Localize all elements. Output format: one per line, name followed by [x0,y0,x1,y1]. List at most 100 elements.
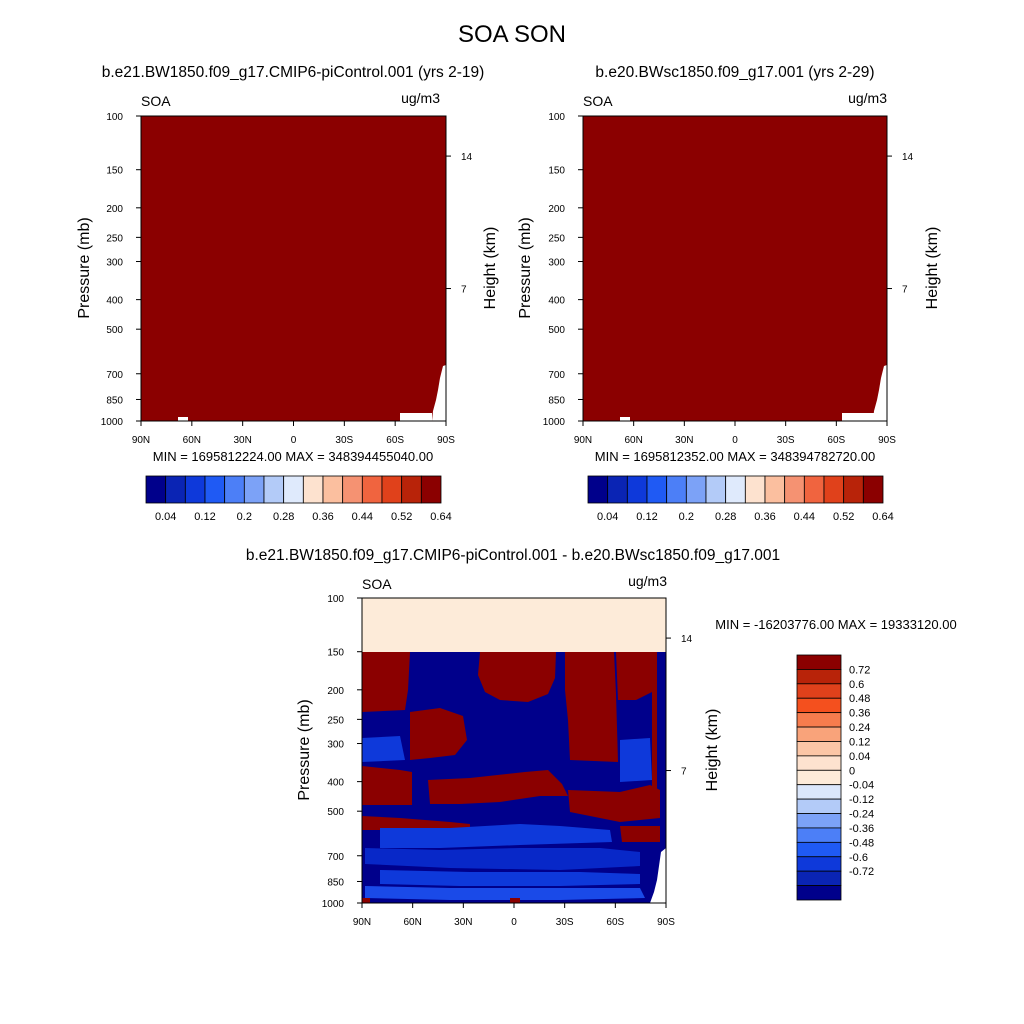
panel-2-y-axis: 100 150 200 250 300 400 500 700 850 1000 [543,112,583,428]
panel-1-stats: MIN = 1695812224.00 MAX = 348394455040.0… [153,449,433,464]
colorbar-swatch [796,697,842,714]
diff-negative-band-mid-s [620,738,652,782]
panel-3-x-axis: 90N 60N 30N 0 30S 60S 90S [353,903,675,928]
diff-positive-region-70s [616,652,652,700]
panel-1-missing-shelf [400,413,432,421]
colorbar-label: 0.04 [849,751,870,763]
y-tick-label: 850 [106,395,123,406]
x-tick-label: 30S [556,917,574,928]
diff-positive-region-80s-column [652,652,657,800]
colorbar-label: -0.48 [849,837,874,849]
x-tick-label: 90N [132,435,150,446]
panel-2-plot-area [582,115,888,422]
panel-2-ylabel-right: Height (km) [924,227,941,310]
x-tick-label: 30N [454,917,472,928]
panel-3-ylabel-right: Height (km) [704,709,721,792]
colorbar-label: 0.04 [597,511,618,523]
colorbar-swatch [401,475,422,504]
colorbar-swatch [796,870,842,886]
y-tick-label: 200 [327,686,344,697]
diff-negative-band-1 [380,824,612,848]
x-tick-label: 60S [386,435,404,446]
x-tick-label: 60N [403,917,421,928]
colorbar-swatch [283,475,304,504]
y-tick-label: 300 [106,258,123,269]
y-tick-label: 150 [327,648,344,659]
colorbar-swatch [322,475,344,504]
diff-negative-band-mid-n [362,736,405,762]
colorbar-label: 0.28 [715,511,736,523]
right-tick-label: 14 [461,152,473,163]
x-tick-label: 30S [335,435,353,446]
y-tick-label: 250 [327,715,344,726]
colorbar-swatch [725,475,746,504]
diff-missing-surface [650,848,666,903]
colorbar-swatch [823,475,845,504]
panel-2-units: ug/m3 [848,90,887,106]
x-tick-label: 60N [624,435,642,446]
panel-2-field [583,116,887,421]
panel-1-variable: SOA [141,93,171,109]
panel-3-colorbar: 0.72 0.6 0.48 0.36 0.24 0.12 0.04 0 -0.04 -0.12 -0… [796,654,874,901]
colorbar-swatch [381,475,403,504]
colorbar-swatch [263,475,285,504]
colorbar-swatch [843,475,864,504]
panel-2-title: b.e20.BWsc1850.f09_g17.001 (yrs 2-29) [595,64,874,81]
x-tick-label: 60S [606,917,624,928]
panel-2-variable: SOA [583,93,613,109]
colorbar-swatch [796,683,842,699]
colorbar-label: 0.64 [872,511,893,523]
colorbar-swatch [862,475,884,504]
right-tick-label: 7 [461,285,467,296]
y-tick-label: 150 [548,166,565,177]
colorbar-swatch [361,475,383,504]
y-tick-label: 250 [548,233,565,244]
y-tick-label: 400 [106,296,123,307]
x-tick-label: 90S [437,435,455,446]
colorbar-swatch [666,475,687,504]
panel-2-right-axis: 14 7 [887,152,914,296]
right-tick-label: 14 [681,634,693,645]
panel-1-ylabel-right: Height (km) [482,227,499,310]
diff-negative-band-4 [365,886,645,900]
figure-title: SOA SON [458,21,566,48]
y-tick-label: 300 [327,740,344,751]
colorbar-label: -0.24 [849,809,874,821]
y-tick-label: 850 [327,877,344,888]
panel-1-right-axis: 14 7 [446,152,473,296]
colorbar-label: 0.12 [849,736,870,748]
panel-1-ylabel: Pressure (mb) [76,217,93,318]
y-tick-label: 500 [106,325,123,336]
colorbar-label: 0.12 [194,511,215,523]
colorbar-swatch [796,827,842,843]
right-tick-label: 7 [902,285,908,296]
diff-positive-region-60n [362,652,410,712]
colorbar-label: -0.36 [849,823,874,835]
x-tick-label: 30S [777,435,795,446]
y-tick-label: 700 [106,370,123,381]
colorbar-swatch [626,475,648,504]
panel-1-y-axis: 100 150 200 250 300 400 500 700 850 1000 [101,112,141,428]
colorbar-swatch [184,475,206,504]
diff-negative-band-3 [380,870,640,886]
y-tick-label: 100 [327,594,344,605]
colorbar-label: 0.2 [237,511,252,523]
x-tick-label: 0 [732,435,738,446]
x-tick-label: 0 [511,917,517,928]
panel-2-ylabel: Pressure (mb) [517,217,534,318]
colorbar-label: 0.36 [312,511,333,523]
x-tick-label: 30N [675,435,693,446]
x-tick-label: 30N [233,435,251,446]
panel-2: b.e20.BWsc1850.f09_g17.001 (yrs 2-29) SO… [517,64,941,523]
colorbar-label: 0.36 [849,708,870,720]
diff-positive-band-500mb [362,816,470,830]
diff-positive-band-400mb [362,766,412,805]
colorbar-label: -0.04 [849,780,874,792]
colorbar-swatch [796,755,842,771]
colorbar-label: 0.64 [430,511,451,523]
panel-2-x-axis: 90N 60N 30N 0 30S 60S 90S [574,421,896,446]
colorbar-label: 0.12 [636,511,657,523]
colorbar-swatch [685,475,707,504]
y-tick-label: 150 [106,166,123,177]
colorbar-swatch [796,712,842,728]
